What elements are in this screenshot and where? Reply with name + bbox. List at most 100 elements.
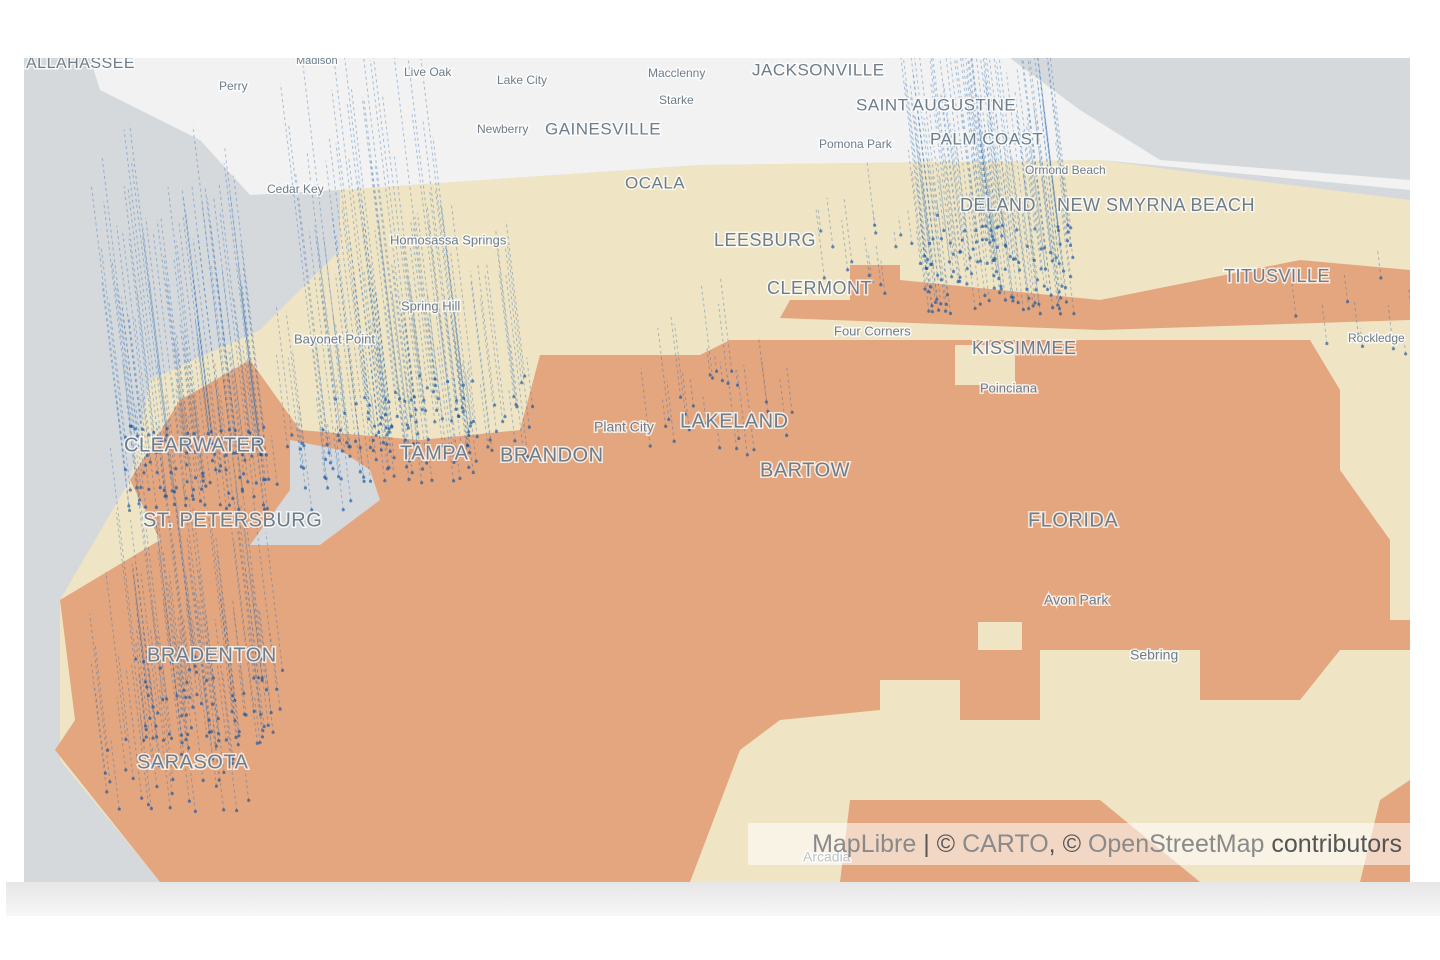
place-label: Homosassa Springs bbox=[390, 232, 507, 247]
density-dot bbox=[208, 481, 212, 485]
density-dot bbox=[165, 427, 169, 431]
density-spike bbox=[983, 73, 1003, 226]
density-spike bbox=[1049, 58, 1072, 228]
density-spike bbox=[407, 58, 453, 421]
density-dot bbox=[148, 716, 152, 720]
density-spike bbox=[931, 172, 938, 216]
place-label: Ormond Beach bbox=[1025, 163, 1106, 177]
density-dot bbox=[142, 471, 146, 475]
density-dot bbox=[387, 466, 391, 470]
density-spike bbox=[1028, 156, 1045, 287]
density-dot bbox=[939, 278, 943, 282]
density-dot bbox=[667, 417, 671, 422]
density-spike bbox=[161, 740, 171, 808]
density-spike bbox=[194, 319, 211, 444]
density-spike bbox=[479, 298, 497, 432]
density-dot bbox=[252, 709, 256, 714]
land-north bbox=[90, 58, 1410, 195]
density-dot bbox=[488, 438, 492, 442]
density-dot bbox=[193, 664, 197, 668]
density-dot bbox=[345, 441, 349, 445]
density-dot bbox=[158, 485, 162, 490]
density-dot bbox=[933, 300, 938, 305]
density-spike bbox=[183, 344, 195, 434]
density-dot bbox=[503, 415, 507, 419]
density-dot bbox=[939, 237, 944, 241]
density-spike bbox=[335, 235, 357, 404]
density-spike bbox=[198, 600, 217, 747]
attribution-part[interactable]: MapLibre bbox=[812, 830, 917, 858]
density-dot bbox=[246, 480, 250, 484]
density-dot bbox=[211, 702, 215, 707]
density-spike bbox=[469, 271, 493, 451]
density-dot bbox=[233, 698, 237, 703]
density-dot bbox=[151, 736, 155, 740]
attribution-part[interactable]: OpenStreetMap bbox=[1087, 830, 1265, 858]
density-spike bbox=[219, 589, 239, 745]
density-spike bbox=[988, 188, 1002, 287]
density-spike bbox=[221, 268, 246, 461]
density-dot bbox=[468, 424, 472, 428]
density-spike bbox=[168, 581, 190, 749]
density-spike bbox=[439, 201, 465, 399]
density-dot bbox=[236, 743, 240, 747]
density-spike bbox=[152, 232, 181, 452]
density-spike bbox=[1001, 213, 1014, 302]
density-dot bbox=[338, 428, 343, 432]
density-spike bbox=[363, 58, 406, 402]
place-label: LAKELAND bbox=[680, 410, 789, 432]
density-dot bbox=[475, 435, 479, 439]
density-spike bbox=[212, 720, 225, 810]
density-spike bbox=[176, 349, 189, 434]
density-dot bbox=[328, 461, 333, 465]
density-dot bbox=[1356, 333, 1361, 337]
density-spike bbox=[352, 287, 369, 420]
density-dot bbox=[259, 657, 264, 661]
density-dot bbox=[1038, 312, 1042, 316]
density-dot bbox=[230, 710, 234, 714]
place-label: Perry bbox=[219, 79, 248, 93]
density-dot bbox=[201, 471, 205, 475]
density-spike bbox=[178, 222, 211, 483]
density-dot bbox=[405, 423, 410, 427]
density-spike bbox=[408, 236, 428, 388]
map[interactable]: ALLAHASSEE Madison Perry Live Oak Lake City M… bbox=[24, 58, 1410, 882]
density-spike bbox=[866, 159, 876, 226]
density-dot bbox=[992, 274, 996, 278]
density-dot bbox=[450, 419, 454, 423]
density-dot bbox=[1000, 224, 1004, 228]
density-spike bbox=[297, 420, 305, 469]
density-dot bbox=[117, 807, 121, 811]
place-label: Madison bbox=[296, 58, 338, 67]
density-dot bbox=[1063, 286, 1068, 290]
density-spike bbox=[452, 325, 468, 446]
density-spike bbox=[843, 197, 853, 262]
density-dot bbox=[207, 730, 211, 734]
density-dot bbox=[969, 272, 974, 276]
density-spike bbox=[916, 182, 933, 312]
density-spike bbox=[210, 265, 235, 454]
density-spike bbox=[640, 368, 651, 447]
density-dot bbox=[151, 705, 155, 709]
density-spike bbox=[930, 58, 959, 282]
attribution-part[interactable]: CARTO bbox=[962, 830, 1049, 858]
density-dot bbox=[299, 465, 303, 469]
density-dot bbox=[331, 467, 335, 471]
density-spike bbox=[953, 58, 978, 243]
density-dot bbox=[155, 470, 159, 475]
density-spike bbox=[963, 212, 976, 309]
place-label: LEESBURG bbox=[714, 230, 816, 250]
density-dot bbox=[290, 433, 294, 437]
density-dot bbox=[227, 503, 231, 507]
density-spike bbox=[334, 323, 351, 447]
map-shadow bbox=[6, 882, 1440, 916]
density-dot bbox=[187, 746, 191, 750]
density-spike bbox=[198, 568, 220, 734]
density-spike bbox=[377, 219, 401, 399]
density-spike bbox=[335, 379, 352, 501]
density-spike bbox=[171, 652, 190, 802]
density-spike bbox=[417, 213, 447, 453]
density-spike bbox=[163, 592, 183, 743]
density-dot bbox=[148, 460, 152, 464]
density-dot bbox=[951, 252, 955, 256]
